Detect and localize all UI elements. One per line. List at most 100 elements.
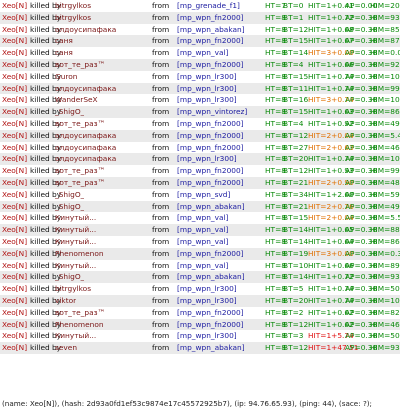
- victim-name: Xeo[N]: [2, 48, 28, 58]
- killer-name: WanderSeX: [55, 95, 98, 105]
- kill-log-row: Xeo[N] killed by Phenomenon from [mp_wpn_fn2…: [0, 318, 400, 331]
- killed-by-label: killed by: [30, 166, 62, 176]
- ap-value: AP=0.38: [345, 83, 378, 93]
- killer-name: олдоусипафака: [55, 142, 117, 152]
- ap-value: AP=0.38: [345, 24, 378, 34]
- victim-name: Xeo[N]: [2, 248, 28, 258]
- bt-value: BT=1: [283, 12, 304, 22]
- from-label: from: [152, 331, 170, 341]
- from-label: from: [152, 36, 170, 46]
- hit-value: HIT=1+2.60: [308, 189, 354, 199]
- kill-log-row: Xeo[N] killed by viktor from [mp_wpn_lr300] H…: [0, 294, 400, 307]
- ap-value: AP=0.38: [345, 142, 378, 152]
- from-label: from: [152, 107, 170, 117]
- victim-name: Xeo[N]: [2, 319, 28, 329]
- weapon-name: [mp_wpn_fn2000]: [177, 166, 244, 176]
- bt-value: BT=4: [283, 118, 304, 128]
- ht-value: HT=8: [265, 166, 286, 176]
- him-value: HIM=86.37: [370, 236, 400, 246]
- ht-value: HT=8: [265, 343, 286, 353]
- ap-value: AP=0.38: [345, 189, 378, 199]
- weapon-name: [mp_wpn_svd]: [177, 189, 231, 199]
- ht-value: HT=8: [265, 295, 286, 305]
- him-value: HIM=85.67: [370, 24, 400, 34]
- victim-name: Xeo[N]: [2, 295, 28, 305]
- from-label: from: [152, 248, 170, 258]
- ht-value: HT=8: [265, 201, 286, 211]
- bt-value: BT=4: [283, 59, 304, 69]
- hit-value: HIT=1+0.72: [308, 272, 354, 282]
- victim-name: Xeo[N]: [2, 272, 28, 282]
- from-label: from: [152, 225, 170, 235]
- hit-value: HIT=1+0.66: [308, 59, 354, 69]
- killer-name: саня: [55, 48, 73, 58]
- kill-log-row: Xeo[N] killed by олдоусипафака from [mp_wpn_…: [0, 129, 400, 142]
- from-label: from: [152, 71, 170, 81]
- him-value: HIM=93.45: [370, 272, 400, 282]
- him-value: HIM=0.00: [370, 48, 400, 58]
- ap-value: AP=0.38: [345, 95, 378, 105]
- victim-name: Xeo[N]: [2, 130, 28, 140]
- ht-value: HT=8: [265, 284, 286, 294]
- kill-log-row: Xeo[N] killed by олдоусипафака from [mp_wpn_…: [0, 153, 400, 166]
- killed-by-label: killed by: [30, 331, 62, 341]
- player-info-footer: (name: Xeo[N]), (hash: 2d93a0fd1ef53c987…: [2, 398, 398, 410]
- from-label: from: [152, 24, 170, 34]
- ht-value: HT=8: [265, 213, 286, 223]
- killed-by-label: killed by: [30, 307, 62, 317]
- from-label: from: [152, 201, 170, 211]
- ap-value: AP=0.38: [345, 319, 378, 329]
- killed-by-label: killed by: [30, 95, 62, 105]
- weapon-name: [mp_wpn_lr300]: [177, 83, 237, 93]
- killer-name: Кинутый...: [55, 236, 97, 246]
- ht-value: HT=8: [265, 272, 286, 282]
- ap-value: AP=0.38: [345, 331, 378, 341]
- hit-value: HIT=1+0.64: [308, 236, 354, 246]
- ht-value: HT=8: [265, 36, 286, 46]
- him-value: HIM=50.00: [370, 284, 400, 294]
- from-label: from: [152, 284, 170, 294]
- weapon-name: [mp_wpn_lr300]: [177, 295, 237, 305]
- killer-name: олдоусипафака: [55, 154, 117, 164]
- victim-name: Xeo[N]: [2, 12, 28, 22]
- killer-name: Кинутый...: [55, 213, 97, 223]
- kill-log-row: Xeo[N] killed by seven from [mp_wpn_abakan] H…: [0, 342, 400, 354]
- from-label: from: [152, 295, 170, 305]
- bt-value: BT=20: [283, 154, 309, 164]
- weapon-name: [mp_wpn_abakan]: [177, 24, 245, 34]
- killed-by-label: killed by: [30, 236, 62, 246]
- him-value: HIM=87.20: [370, 36, 400, 46]
- ap-value: AP=0.38: [345, 48, 378, 58]
- bt-value: BT=15: [283, 213, 309, 223]
- bt-value: BT=14: [283, 225, 309, 235]
- ap-value: AP=0.38: [345, 284, 378, 294]
- kill-log-row: Xeo[N] killed by олдоусипафака from [mp_wpn_…: [0, 142, 400, 154]
- victim-name: Xeo[N]: [2, 83, 28, 93]
- bt-value: BT=11: [283, 83, 309, 93]
- ht-value: HT=8: [265, 118, 286, 128]
- hit-value: HIT=2+0.90: [308, 177, 354, 187]
- ap-value: AP=0.38: [345, 260, 378, 270]
- hit-value: HIT=2+0.04: [308, 213, 354, 223]
- ap-value: AP=0.38: [345, 107, 378, 117]
- hit-value: HIT=1+0.74: [308, 284, 354, 294]
- him-value: HIM=20.67: [370, 1, 400, 10]
- ap-value: AP=0.38: [345, 36, 378, 46]
- weapon-name: [mp_wpn_val]: [177, 236, 229, 246]
- him-value: HIM=100.00: [370, 154, 400, 164]
- hit-value: HIT=3+0.00: [308, 48, 354, 58]
- bt-value: BT=21: [283, 177, 309, 187]
- ht-value: HT=8: [265, 331, 286, 341]
- killer-name: Кинутый...: [55, 331, 97, 341]
- victim-name: Xeo[N]: [2, 95, 28, 105]
- kill-log-row: Xeo[N] killed by bitrgylkos from [mp_wpn_fn2…: [0, 11, 400, 24]
- kill-log-row: Xeo[N] killed by bitrgylkos from [mp_wpn_lr3…: [0, 283, 400, 295]
- hit-value: HIT=1+0.62: [308, 319, 354, 329]
- ht-value: HT=7: [265, 1, 286, 10]
- killed-by-label: killed by: [30, 272, 62, 282]
- victim-name: Xeo[N]: [2, 154, 28, 164]
- hit-value: HIT=1+0.67: [308, 36, 354, 46]
- ap-value: AP=0.38: [345, 12, 378, 22]
- bt-value: BT=14: [283, 236, 309, 246]
- killer-name: Кинутый...: [55, 260, 97, 270]
